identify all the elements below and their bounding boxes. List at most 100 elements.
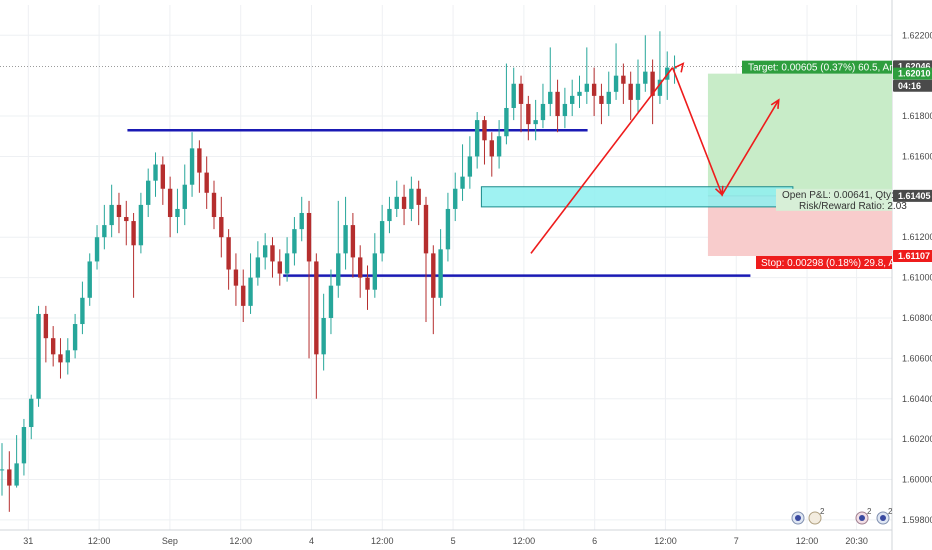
trend-line[interactable] <box>530 67 674 254</box>
candle-body <box>504 107 509 137</box>
candle-body <box>197 148 202 173</box>
candle-body <box>562 103 568 117</box>
price-tag: 1.62010 <box>898 69 931 79</box>
x-tick-label: 12:00 <box>88 536 111 546</box>
economic-events[interactable]: 2 2 2 <box>791 507 893 525</box>
candle-body <box>606 91 611 104</box>
candle-body <box>167 188 173 218</box>
target-zone[interactable] <box>707 73 892 196</box>
x-tick-label: Sep <box>162 536 178 546</box>
candle-body <box>613 75 619 92</box>
candle-body <box>43 313 49 339</box>
y-tick-label: 1.59800 <box>902 515 932 525</box>
y-tick-label: 1.61600 <box>902 151 932 161</box>
candle-body <box>635 83 641 100</box>
candle-body <box>621 75 626 84</box>
candle-body <box>255 257 261 278</box>
demand-zone[interactable] <box>480 186 794 208</box>
y-tick-label: 1.61200 <box>902 232 932 242</box>
candle-body <box>548 91 553 104</box>
candle-body <box>21 427 27 464</box>
candle-body <box>526 103 531 125</box>
candle-body <box>540 103 546 121</box>
candle-body <box>109 204 114 226</box>
candle-body <box>182 184 187 209</box>
event-count: 2 <box>888 507 893 516</box>
price-axis[interactable]: 1.62200 1.61800 1.61600 1.61200 1.61000 1.608… <box>893 30 932 525</box>
candle-body <box>72 324 78 351</box>
y-tick-label: 1.60000 <box>902 475 932 485</box>
candle-body <box>628 83 633 100</box>
y-tick-label: 1.60600 <box>902 353 932 363</box>
event-flag-icon[interactable]: 2 <box>876 507 893 525</box>
candle-body <box>270 245 275 262</box>
trend-drawings[interactable] <box>530 62 780 254</box>
candle-body <box>299 212 304 230</box>
x-tick-label: 12:00 <box>371 536 394 546</box>
candle-body <box>438 249 443 298</box>
y-tick-label: 1.60200 <box>902 434 932 444</box>
candle-body <box>226 237 231 270</box>
candle-body <box>650 71 655 96</box>
x-tick-label: 20:30 <box>845 536 868 546</box>
rr-label: Risk/Reward Ratio: 2.03 <box>799 201 907 212</box>
projection-arrowhead <box>770 98 780 109</box>
x-tick-label: 12:00 <box>513 536 536 546</box>
price-tag: 1.61107 <box>898 251 930 261</box>
candle-body <box>577 91 582 96</box>
candle-body <box>328 285 334 318</box>
candle-body <box>262 245 268 258</box>
candle-body <box>672 67 677 69</box>
candle-body <box>29 398 34 428</box>
candle-body <box>153 164 158 181</box>
candle-body <box>518 83 524 104</box>
time-axis[interactable]: 31 12:00 Sep 12:00 4 12:00 5 12:00 6 12:00 7 12:00 2… <box>23 536 868 546</box>
candle-body <box>65 350 70 363</box>
candle-body <box>474 120 480 157</box>
x-tick-label: 7 <box>734 536 739 546</box>
candle-body <box>138 204 144 246</box>
event-flag-icon[interactable] <box>791 511 805 525</box>
y-tick-label: 1.61800 <box>902 111 932 121</box>
stop-label: Stop: 0.00298 (0.18%) 29.8, Amo <box>761 258 909 269</box>
candle-body <box>409 188 414 209</box>
candle-body <box>131 221 136 246</box>
candle-body <box>431 253 436 298</box>
event-count: 2 <box>820 507 825 516</box>
price-tag: 1.61405 <box>898 191 931 201</box>
candle-body <box>336 253 341 286</box>
candle-body <box>0 469 5 471</box>
zone-rect[interactable] <box>480 186 794 208</box>
position-labels: Target: 0.00605 (0.37%) 60.5, Amou Open … <box>742 60 909 269</box>
candle-body <box>211 192 217 218</box>
candle-body <box>570 95 575 104</box>
candle-body <box>277 261 282 274</box>
candle-body <box>365 277 370 290</box>
event-flag-icon[interactable]: 2 <box>855 507 872 525</box>
candle-body <box>599 95 604 104</box>
candle-body <box>387 208 392 222</box>
y-tick-label: 1.60400 <box>902 394 932 404</box>
candle-body <box>58 354 63 363</box>
pnl-label-bg <box>776 188 892 211</box>
x-tick-label: 4 <box>309 536 314 546</box>
y-tick-label: 1.62200 <box>902 30 932 40</box>
candle-body <box>204 172 209 193</box>
candle-body <box>555 91 560 117</box>
event-flag-icon[interactable]: 2 <box>808 507 825 525</box>
candle-body <box>219 217 224 238</box>
target-label-bg <box>742 60 892 74</box>
candle-body <box>306 212 312 262</box>
candle-body <box>175 208 180 218</box>
candles <box>0 31 677 512</box>
x-tick-label: 12:00 <box>796 536 819 546</box>
y-tick-label: 1.61000 <box>902 273 932 283</box>
candle-body <box>350 225 356 258</box>
candle-body <box>343 225 348 254</box>
candle-body <box>394 196 399 209</box>
candle-body <box>80 297 85 325</box>
grid <box>0 0 893 550</box>
candle-body <box>233 269 239 286</box>
x-tick-label: 6 <box>592 536 597 546</box>
